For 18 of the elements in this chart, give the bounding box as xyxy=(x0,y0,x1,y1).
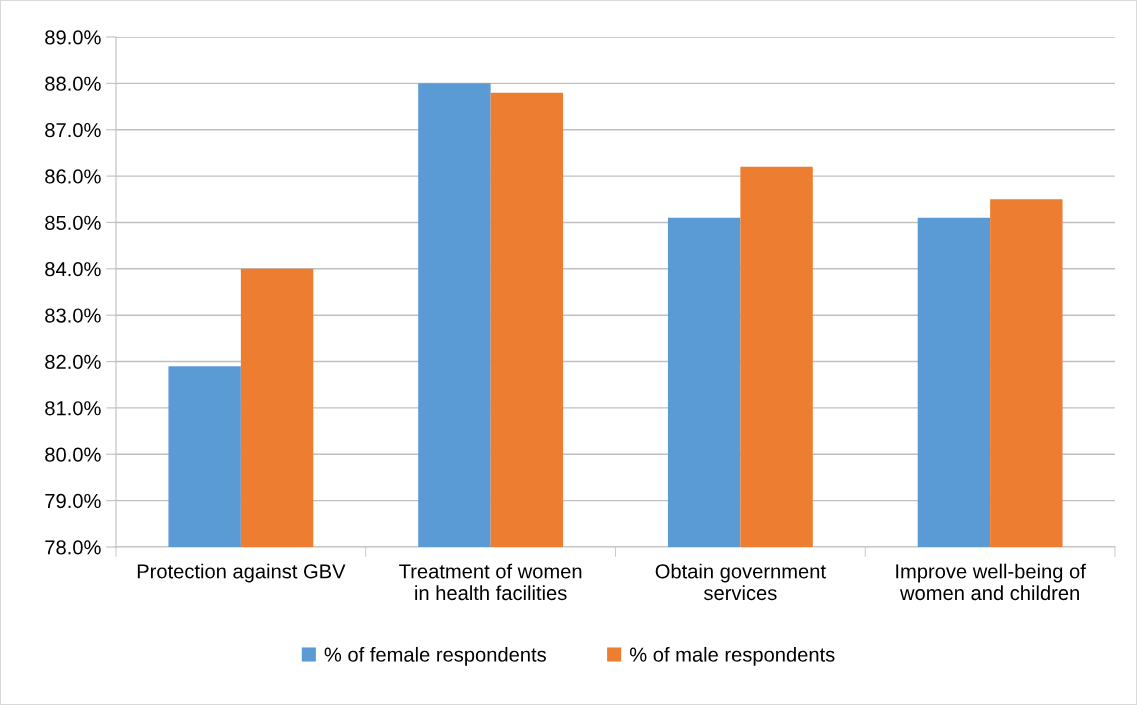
y-tick-label: 89.0% xyxy=(45,30,101,45)
y-tick-label: 83.0% xyxy=(45,308,101,323)
legend-label: % of female respondents xyxy=(324,646,546,666)
legend-label: % of male respondents xyxy=(629,646,835,666)
y-tick-label: 79.0% xyxy=(45,493,101,509)
y-tick-label: 88.0% xyxy=(45,76,101,91)
y-tick-label: 86.0% xyxy=(45,169,101,184)
x-tick-label: Protection against GBV xyxy=(137,563,346,583)
y-tick-label: 78.0% xyxy=(45,540,101,555)
y-tick-label: 82.0% xyxy=(45,354,101,370)
y-tick-label: 87.0% xyxy=(45,122,101,138)
y-tick-label: 80.0% xyxy=(45,447,101,462)
x-tick-label: Improve well-being of women and children xyxy=(896,563,1086,601)
x-tick-label: Obtain government services xyxy=(655,563,826,601)
x-tick-label: Treatment of women in health facilities xyxy=(399,563,582,601)
y-tick-label: 81.0% xyxy=(45,401,101,416)
y-tick-label: 85.0% xyxy=(45,215,101,230)
y-tick-label: 84.0% xyxy=(45,262,101,277)
